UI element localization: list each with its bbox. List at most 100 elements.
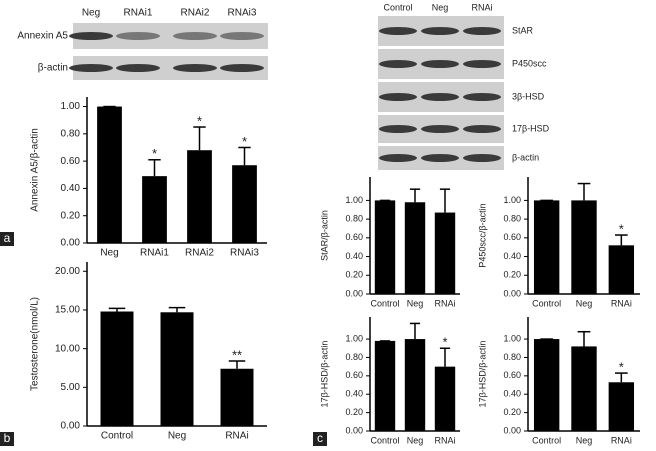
blot-row-label: StAR [512, 25, 534, 35]
y-tick-label: 0.40 [503, 251, 521, 261]
lane-label: Neg [432, 2, 449, 12]
y-axis-label: Annexin A5/β-actin [30, 128, 41, 212]
lane-label: RNAi2 [181, 8, 210, 19]
error-bar [577, 330, 591, 347]
error-bar [439, 188, 451, 213]
bar [232, 165, 257, 243]
significance-mark: * [619, 221, 624, 236]
blot-band [379, 125, 417, 133]
significance-mark: ** [232, 347, 242, 362]
blot-row-label: 3β-HSD [512, 91, 545, 101]
x-tick-label: Control [101, 431, 133, 442]
y-tick-label: 0.60 [345, 370, 363, 380]
blot-band [421, 27, 459, 35]
lane-label: RNAi3 [228, 8, 257, 19]
y-axis-label: 17β-HSD/β-actin [477, 341, 487, 408]
blot-band [463, 154, 501, 162]
bar [533, 200, 560, 294]
error-bar [614, 372, 628, 383]
lane-label: RNAi1 [124, 8, 153, 19]
error-bar [168, 306, 186, 313]
y-axis-label: 17β-HSD/β-actin [319, 341, 329, 408]
error-bar [409, 188, 421, 203]
y-tick-label: 0.20 [503, 270, 521, 280]
x-tick-label: RNAi [225, 431, 248, 442]
x-tick-label: Control [370, 298, 399, 308]
y-tick-label: 0.40 [345, 389, 363, 399]
significance-mark: * [619, 360, 624, 375]
bar [533, 339, 560, 431]
bar [220, 368, 254, 426]
blot-band [463, 93, 501, 101]
blot-row-label: β-actin [512, 152, 539, 162]
bar [97, 106, 122, 244]
lane-label: RNAi [471, 2, 492, 12]
blot-band [379, 60, 417, 68]
y-tick-label: 0.20 [503, 407, 521, 417]
y-tick-label: 0.80 [345, 352, 363, 362]
panel-label-box [313, 432, 327, 446]
x-tick-label: Neg [576, 435, 593, 445]
x-tick-label: RNAi2 [185, 248, 214, 259]
x-tick-label: RNAi1 [140, 248, 169, 259]
y-tick-label: 0.60 [503, 370, 521, 380]
error-bar [193, 126, 206, 151]
blot-band [421, 93, 459, 101]
error-bar [148, 159, 161, 177]
y-tick-label: 0.80 [61, 128, 81, 139]
blot-band [173, 64, 217, 72]
bar [160, 312, 194, 426]
y-tick-label: 0.00 [503, 288, 521, 298]
panel-label: c [317, 431, 323, 445]
blot-band [379, 93, 417, 101]
panel-label-box [0, 232, 14, 246]
y-axis-label: Testosterone(nmol/L) [30, 297, 41, 391]
x-tick-label: RNAi [434, 435, 455, 445]
blot-band [220, 32, 264, 40]
y-tick-label: 0.80 [345, 213, 363, 223]
significance-mark: * [242, 134, 247, 149]
y-tick-label: 10.00 [55, 343, 80, 354]
panel-label: a [4, 231, 11, 245]
blot-band [421, 125, 459, 133]
blot-row-label: 17β-HSD [512, 123, 550, 133]
x-tick-label: Neg [168, 431, 186, 442]
y-axis-label: StAR/β-actin [319, 210, 329, 261]
y-tick-label: 15.00 [55, 305, 80, 316]
blot-row-label: P450scc [512, 58, 547, 68]
blot-band [173, 32, 217, 40]
lane-label: Neg [82, 8, 100, 19]
y-tick-label: 0.20 [345, 270, 363, 280]
y-tick-label: 0.80 [503, 213, 521, 223]
blot-band [379, 154, 417, 162]
x-tick-label: RNAi [611, 435, 632, 445]
bar [571, 346, 597, 431]
bar [404, 339, 426, 431]
panel-label: b [4, 431, 11, 445]
bar [187, 150, 212, 243]
bar [374, 200, 396, 294]
y-tick-label: 1.00 [503, 195, 521, 205]
blot-band [379, 27, 417, 35]
blot-row-label: β-actin [38, 63, 68, 74]
error-bar [614, 234, 628, 246]
x-tick-label: Neg [407, 298, 424, 308]
bar [404, 202, 426, 294]
y-tick-label: 0.00 [503, 425, 521, 435]
error-bar [228, 360, 246, 369]
bar [571, 200, 597, 294]
y-tick-label: 0.00 [61, 421, 81, 432]
bar [608, 382, 635, 431]
y-axis-label: P450scc/β-actin [477, 203, 487, 267]
blot-band [116, 32, 160, 40]
error-bar [577, 182, 591, 201]
blot-band [421, 60, 459, 68]
significance-mark: * [197, 113, 202, 128]
blot-band [69, 32, 113, 40]
y-tick-label: 0.60 [503, 232, 521, 242]
x-tick-label: Control [370, 435, 399, 445]
y-tick-label: 0.40 [61, 183, 81, 194]
bar [434, 212, 456, 294]
y-tick-label: 0.60 [61, 156, 81, 167]
x-tick-label: RNAi [611, 298, 632, 308]
